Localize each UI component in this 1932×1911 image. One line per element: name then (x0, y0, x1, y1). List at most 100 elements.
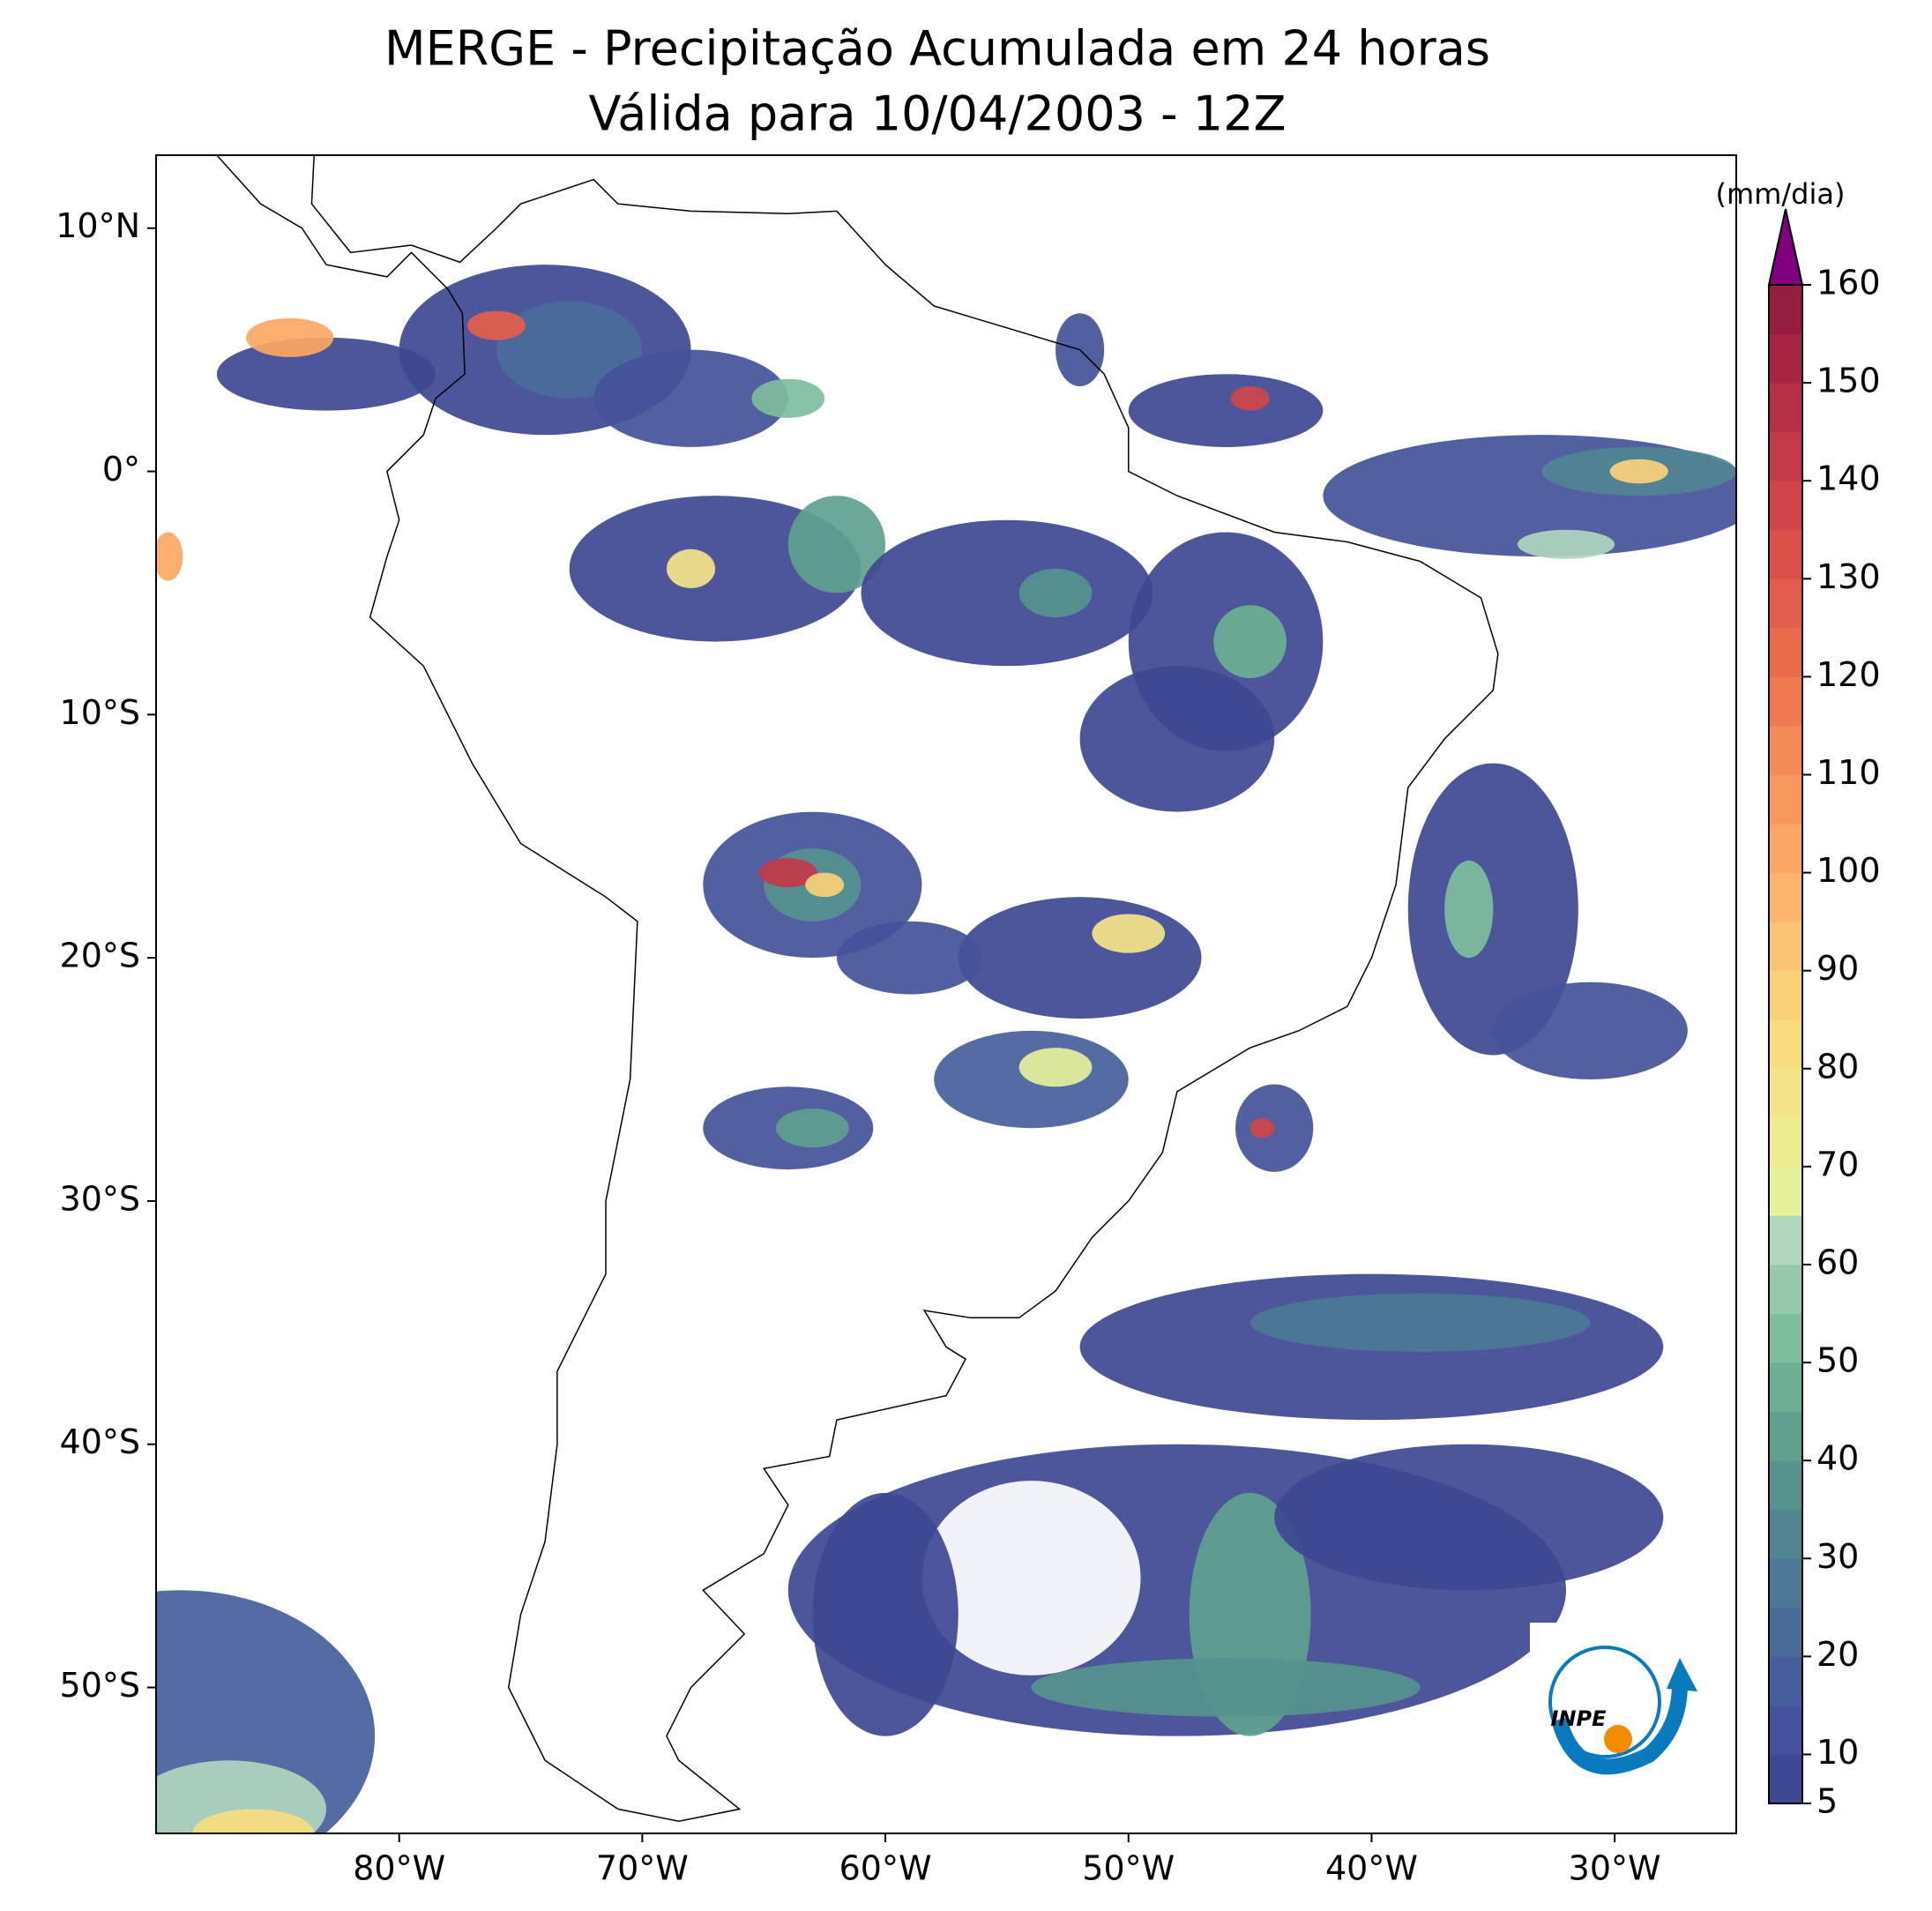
precip-area (958, 897, 1202, 1019)
colorbar-band (1769, 1068, 1802, 1118)
precip-area (1079, 666, 1275, 812)
x-tick-label: 80°W (353, 1849, 445, 1888)
colorbar-band (1769, 333, 1802, 384)
precip-area (466, 310, 526, 340)
precip-area (805, 872, 845, 898)
colorbar-tick-label: 50 (1816, 1341, 1859, 1380)
colorbar-band (1769, 1558, 1802, 1609)
precip-area (496, 301, 643, 399)
x-tick-label: 60°W (839, 1849, 932, 1888)
colorbar-band (1769, 774, 1802, 825)
y-tick-label: 0° (102, 450, 140, 489)
colorbar-tick-label: 120 (1816, 655, 1881, 694)
precip-area (1249, 1118, 1275, 1138)
precip-area (216, 337, 436, 411)
precip-area (1092, 914, 1166, 953)
colorbar-band (1769, 1411, 1802, 1461)
plot-frame (155, 154, 1737, 1834)
y-tick-label: 10°N (56, 206, 140, 245)
map-area (156, 155, 1736, 1833)
y-tick-label: 50°S (60, 1666, 140, 1705)
precip-area (812, 1492, 959, 1736)
inpe-logo: INPE (1530, 1623, 1697, 1781)
precip-area (246, 317, 334, 357)
colorbar-band (1769, 529, 1802, 579)
precip-area (1128, 374, 1324, 447)
title: MERGE - Precipitação Acumulada em 24 hor… (384, 21, 1490, 77)
colorbar-band (1769, 285, 1802, 335)
colorbar-tick-label: 90 (1816, 949, 1859, 988)
precip-area (758, 858, 817, 888)
colorbar-band (1769, 1460, 1802, 1511)
precip-area (1031, 1658, 1421, 1717)
precip-area (1213, 605, 1287, 678)
colorbar-frame (1768, 285, 1803, 1804)
colorbar-band (1769, 1313, 1802, 1363)
colorbar-tick-label: 110 (1816, 753, 1881, 792)
colorbar-band (1769, 824, 1802, 874)
colorbar-band (1769, 1754, 1802, 1804)
colorbar-label: (mm/dia) (1716, 177, 1846, 211)
colorbar-tick-label: 130 (1816, 557, 1881, 596)
colorbar-tick-label: 140 (1816, 459, 1881, 498)
x-tick-label: 50°W (1082, 1849, 1175, 1888)
precip-area (1444, 860, 1494, 959)
y-tick-label: 20°S (60, 937, 140, 975)
colorbar-tick-label: 160 (1816, 264, 1881, 302)
coastline (216, 155, 1499, 1822)
precip-area (593, 349, 788, 447)
precip-area (836, 921, 983, 995)
colorbar-band (1769, 1656, 1802, 1706)
colorbar-band (1769, 1509, 1802, 1559)
y-tick-label: 30°S (60, 1179, 140, 1218)
x-tick-label: 40°W (1325, 1849, 1418, 1888)
colorbar-band (1769, 1019, 1802, 1070)
colorbar-band (1769, 922, 1802, 972)
precip-area (1609, 459, 1668, 484)
colorbar-tick-label: 100 (1816, 851, 1881, 890)
precip-area (1274, 1444, 1664, 1591)
colorbar-tick-label: 80 (1816, 1047, 1859, 1086)
colorbar-band (1769, 481, 1802, 531)
colorbar-tick-label: 150 (1816, 362, 1881, 400)
colorbar-band (1769, 1117, 1802, 1168)
precip-area (1517, 529, 1615, 559)
colorbar-tick-label: 70 (1816, 1145, 1859, 1183)
colorbar-band (1769, 579, 1802, 629)
colorbar-band (1769, 1166, 1802, 1216)
colorbar-band (1769, 725, 1802, 775)
precip-area (156, 1590, 376, 1833)
y-tick-label: 40°S (60, 1422, 140, 1461)
precip-area (751, 378, 825, 418)
x-tick-label: 30°W (1569, 1849, 1661, 1888)
colorbar-band (1769, 627, 1802, 677)
colorbar-band (1769, 431, 1802, 481)
colorbar-tick-label: 30 (1816, 1537, 1859, 1576)
precip-area (1407, 763, 1578, 1056)
precip-area (1230, 386, 1270, 411)
colorbar-tick-label: 20 (1816, 1635, 1859, 1674)
precip-area (192, 1809, 315, 1833)
precip-area (921, 1481, 1141, 1676)
precip-area (1249, 1293, 1591, 1352)
precip-area (1018, 1048, 1093, 1087)
colorbar-tick-label: 60 (1816, 1243, 1859, 1281)
precip-area (1018, 568, 1093, 618)
colorbar-band (1769, 676, 1802, 727)
precip-area (787, 496, 886, 593)
x-tick-label: 70°W (596, 1849, 689, 1888)
precip-area (776, 1109, 849, 1148)
y-tick-label: 10°S (60, 693, 140, 732)
precip-area (156, 532, 183, 581)
colorbar-band (1769, 1705, 1802, 1755)
colorbar-band (1769, 1607, 1802, 1657)
subtitle: Válida para 10/04/2003 - 12Z (589, 86, 1287, 142)
colorbar-tick-label: 40 (1816, 1439, 1859, 1478)
colorbar-extend (1767, 208, 1804, 286)
logo-text: INPE (1551, 1706, 1608, 1731)
precip-area (156, 1760, 326, 1833)
colorbar-tick-label: 10 (1816, 1733, 1859, 1772)
precip-area (1493, 982, 1688, 1080)
colorbar-band (1769, 970, 1802, 1020)
